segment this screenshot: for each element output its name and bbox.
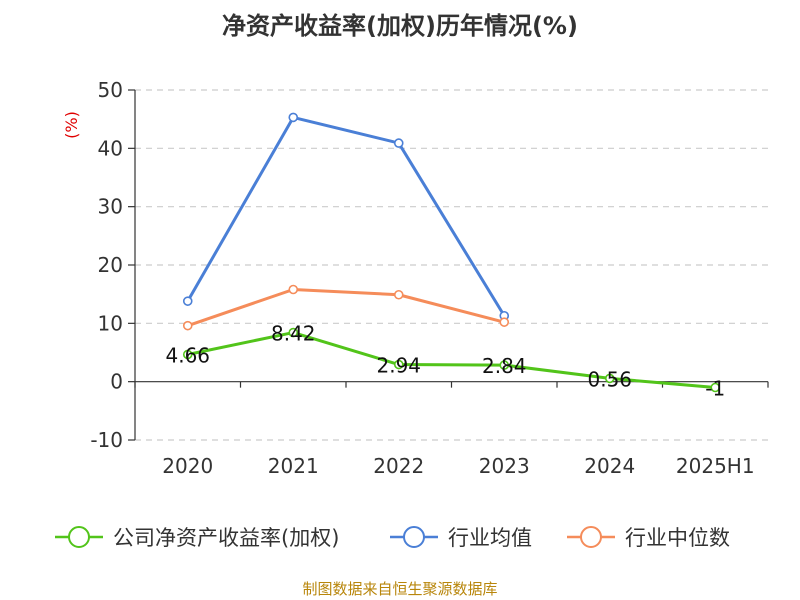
legend[interactable]: 公司净资产收益率(加权) 行业均值 行业中位数 <box>55 526 730 550</box>
x-tick-label: 2025H1 <box>676 454 755 478</box>
data-point <box>289 113 297 121</box>
data-label: 2.84 <box>482 354 527 378</box>
data-point <box>289 286 297 294</box>
y-axis-unit-label: (%) <box>62 111 81 139</box>
series-line <box>188 333 716 388</box>
data-point <box>184 322 192 330</box>
data-point <box>500 318 508 326</box>
data-point <box>395 139 403 147</box>
legend-label: 行业均值 <box>448 526 532 550</box>
y-tick-label: 10 <box>98 311 123 335</box>
series-line <box>188 290 505 326</box>
data-labels: 4.66 8.42 2.94 2.84 0.56 -1 <box>165 322 725 401</box>
legend-marker <box>581 527 601 547</box>
data-point <box>184 297 192 305</box>
y-tick-label: 0 <box>110 370 123 394</box>
y-tick-label: 50 <box>98 78 123 102</box>
x-tick-label: 2022 <box>373 454 424 478</box>
y-tick-label: 30 <box>98 195 123 219</box>
x-tick-label: 2021 <box>268 454 319 478</box>
data-point <box>395 291 403 299</box>
y-tick-label: 20 <box>98 253 123 277</box>
series-line <box>188 117 505 315</box>
data-source-note: 制图数据来自恒生聚源数据库 <box>0 578 800 599</box>
data-label: 4.66 <box>165 343 210 367</box>
legend-label: 行业中位数 <box>625 526 730 550</box>
series-lines <box>184 113 720 391</box>
data-label: 8.42 <box>271 322 316 346</box>
x-tick-label: 2024 <box>584 454 635 478</box>
data-label: 0.56 <box>587 367 632 391</box>
legend-item[interactable]: 公司净资产收益率(加权) <box>55 526 339 550</box>
axes: -10 0 10 20 30 40 50 2020 2021 2022 2023 2024 2025H1 <box>90 78 768 478</box>
legend-marker <box>69 527 89 547</box>
line-chart: (%) -10 0 10 20 30 40 50 2020 2021 2022 2023 2024 20… <box>0 0 800 600</box>
x-tick-label: 2020 <box>162 454 213 478</box>
data-label: -1 <box>705 377 725 401</box>
data-label: 2.94 <box>376 354 421 378</box>
legend-item[interactable]: 行业中位数 <box>567 526 730 550</box>
legend-marker <box>404 527 424 547</box>
x-tick-label: 2023 <box>479 454 530 478</box>
y-tick-label: -10 <box>90 428 123 452</box>
legend-item[interactable]: 行业均值 <box>390 526 532 550</box>
y-tick-label: 40 <box>98 136 123 160</box>
legend-label: 公司净资产收益率(加权) <box>113 526 339 550</box>
